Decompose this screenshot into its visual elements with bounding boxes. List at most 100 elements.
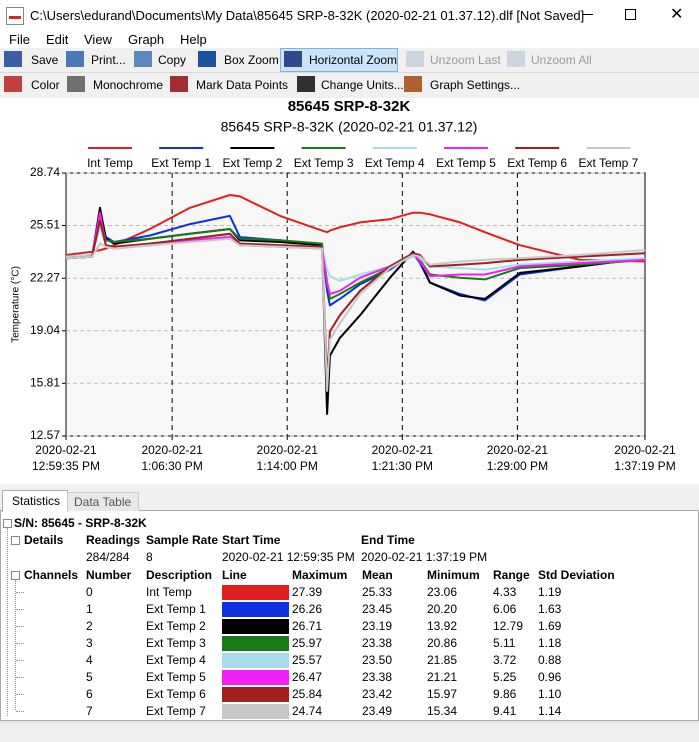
menu-item[interactable]: Edit <box>46 32 69 47</box>
legend-label: Ext Temp 6 <box>507 156 567 170</box>
tree-expander[interactable] <box>11 536 20 545</box>
y-tick-label: 22.27 <box>30 270 60 284</box>
device-label: S/N: 85645 - SRP-8-32K <box>14 516 147 530</box>
column-header: Range <box>493 568 530 582</box>
y-tick-label: 12.57 <box>30 428 60 442</box>
cell: 13.92 <box>427 619 458 633</box>
tab-label[interactable]: Statistics <box>12 494 61 508</box>
x-tick-label: 2020-02-21 <box>35 443 97 457</box>
cell: 0.88 <box>538 653 562 667</box>
tree-line <box>15 580 16 710</box>
close-button[interactable]: ✕ <box>670 6 684 23</box>
tree-line <box>16 694 24 695</box>
toolbar-button[interactable]: Horizontal Zoom <box>309 53 398 67</box>
y-tick-label: 19.04 <box>30 323 60 337</box>
toolbar-button[interactable]: Print... <box>91 53 126 67</box>
toolbar-button[interactable]: Copy <box>158 53 187 67</box>
cell: 25.57 <box>292 653 323 667</box>
cell: Ext Temp 4 <box>146 653 206 667</box>
cell: 8 <box>146 550 153 564</box>
line-swatch <box>222 585 289 600</box>
chart: 85645 SRP-8-32K 85645 SRP-8-32K (2020-02-… <box>11 98 676 473</box>
cell: 26.47 <box>292 670 323 684</box>
cell: 25.33 <box>362 585 393 599</box>
cell: 1.63 <box>538 602 562 616</box>
cell: 3.72 <box>493 653 517 667</box>
line-swatch <box>222 653 289 668</box>
menu-item[interactable]: Help <box>180 32 207 47</box>
toolbar-button[interactable]: Save <box>31 53 59 67</box>
toolbar-button[interactable]: Monochrome <box>93 78 164 92</box>
chart-subtitle: 85645 SRP-8-32K (2020-02-21 01.37.12) <box>221 119 478 135</box>
x-tick-label: 1:21:30 PM <box>372 459 433 473</box>
cell: 23.06 <box>427 585 458 599</box>
toolbar-button[interactable]: Color <box>31 78 60 92</box>
x-tick-label: 12:59:35 PM <box>32 459 100 473</box>
cell: 1.18 <box>538 636 562 650</box>
cell: 0 <box>86 585 93 599</box>
column-header: Sample Rate <box>146 533 219 547</box>
menu-item[interactable]: File <box>9 32 30 47</box>
column-header: Line <box>222 568 247 582</box>
cell: 6.06 <box>493 602 517 616</box>
menu-item[interactable]: Graph <box>128 32 165 47</box>
cell: 26.71 <box>292 619 323 633</box>
cell: 9.41 <box>493 704 517 718</box>
cell: 21.85 <box>427 653 458 667</box>
x-tick-label: 1:06:30 PM <box>141 459 202 473</box>
cell: 1 <box>86 602 93 616</box>
minimize-button[interactable] <box>582 14 593 15</box>
toolbar-button: Unzoom All <box>531 53 592 67</box>
cell: 4 <box>86 653 93 667</box>
toolbar-icon <box>406 51 424 67</box>
cell: 1.19 <box>538 585 562 599</box>
toolbar-button[interactable]: Mark Data Points <box>196 78 289 92</box>
toolbar-button[interactable]: Box Zoom <box>224 53 279 67</box>
column-header: Description <box>146 568 213 582</box>
toolbar-button: Unzoom Last <box>430 53 501 67</box>
cell: Ext Temp 6 <box>146 687 206 701</box>
legend-label: Int Temp <box>87 156 133 170</box>
tree-line <box>16 643 24 644</box>
x-tick-label: 2020-02-21 <box>372 443 434 457</box>
toolbar-icon <box>67 76 85 92</box>
column-header: Minimum <box>427 568 480 582</box>
cell: 5 <box>86 670 93 684</box>
tree-line <box>7 528 8 716</box>
tree-expander[interactable] <box>11 571 20 580</box>
cell: 23.42 <box>362 687 393 701</box>
cell: 24.74 <box>292 704 323 718</box>
cell: 25.97 <box>292 636 323 650</box>
tab-label[interactable]: Data Table <box>74 495 132 509</box>
series-line <box>65 237 646 392</box>
legend-label: Ext Temp 1 <box>151 156 211 170</box>
toolbar-icon <box>284 51 302 67</box>
cell: 7 <box>86 704 93 718</box>
window-title: C:\Users\edurand\Documents\My Data\85645… <box>30 8 585 23</box>
column-header: Number <box>86 568 132 582</box>
menu-bar <box>0 30 699 48</box>
cell: 284/284 <box>86 550 130 564</box>
tree-expander[interactable] <box>3 519 12 528</box>
x-tick-label: 1:14:00 PM <box>257 459 318 473</box>
cell: 15.97 <box>427 687 458 701</box>
cell: 5.11 <box>493 636 516 650</box>
toolbar-icon <box>170 76 188 92</box>
legend-label: Ext Temp 4 <box>365 156 425 170</box>
line-swatch <box>222 704 289 719</box>
cell: 23.49 <box>362 704 393 718</box>
cell: 12.79 <box>493 619 524 633</box>
x-tick-label: 2020-02-21 <box>257 443 319 457</box>
x-tick-label: 2020-02-21 <box>487 443 549 457</box>
toolbar-button[interactable]: Graph Settings... <box>430 78 521 92</box>
legend-label: Ext Temp 2 <box>222 156 282 170</box>
menu-item[interactable]: View <box>84 32 112 47</box>
maximize-button[interactable] <box>625 9 636 20</box>
cell: 23.19 <box>362 619 393 633</box>
column-header: Readings <box>86 533 141 547</box>
toolbar-button[interactable]: Change Units... <box>321 78 404 92</box>
x-tick-label: 1:37:19 PM <box>614 459 675 473</box>
toolbar-icon <box>4 51 22 67</box>
toolbar-icon <box>404 76 422 92</box>
